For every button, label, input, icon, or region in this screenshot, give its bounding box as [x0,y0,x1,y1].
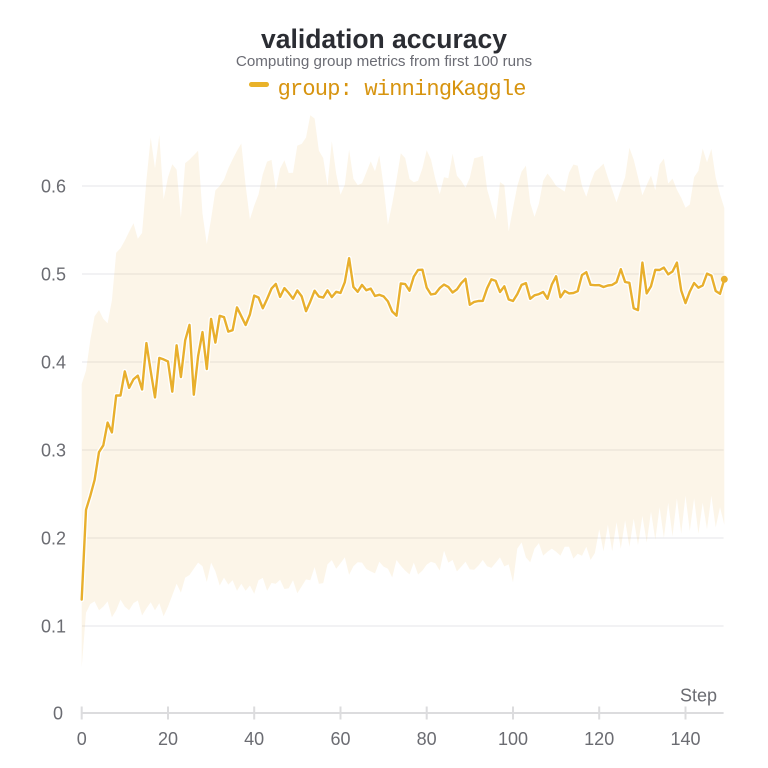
svg-text:0.5: 0.5 [41,265,66,285]
svg-text:40: 40 [244,729,264,749]
svg-text:120: 120 [584,729,614,749]
svg-text:0.2: 0.2 [41,529,66,549]
svg-text:0: 0 [77,729,87,749]
svg-text:Step: Step [680,686,717,706]
svg-text:100: 100 [498,729,528,749]
svg-text:0.6: 0.6 [41,177,66,197]
svg-text:20: 20 [158,729,178,749]
svg-text:60: 60 [330,729,350,749]
svg-text:140: 140 [670,729,700,749]
svg-text:0: 0 [53,703,63,723]
svg-text:0.3: 0.3 [41,441,66,461]
svg-text:80: 80 [417,729,437,749]
svg-text:0.1: 0.1 [41,617,66,637]
svg-text:0.4: 0.4 [41,353,66,373]
